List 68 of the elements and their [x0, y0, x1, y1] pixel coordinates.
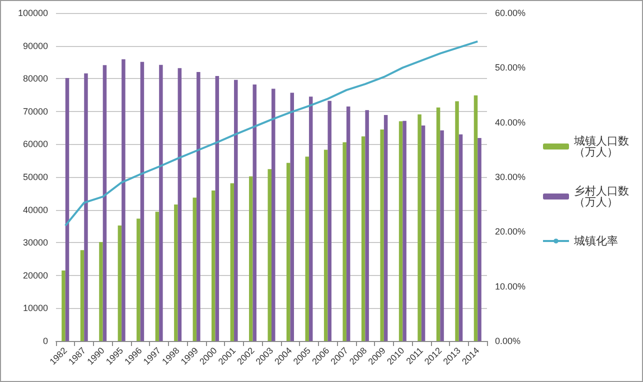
bar — [440, 130, 444, 341]
bar — [380, 129, 384, 341]
legend-label: 城镇化率 — [573, 234, 618, 248]
y-tick-label: 40000 — [22, 204, 48, 215]
y2-tick-label: 50.00% — [495, 62, 526, 73]
y2-tick-label: 0.00% — [495, 336, 521, 346]
bar — [140, 62, 144, 341]
bar — [118, 226, 122, 341]
bar — [178, 68, 182, 341]
bar — [268, 169, 272, 341]
bar — [136, 218, 140, 341]
bar — [122, 59, 126, 341]
bar — [324, 150, 328, 341]
bar — [421, 126, 426, 341]
y2-tick-label: 60.00% — [495, 8, 526, 18]
bar — [230, 183, 234, 341]
bar — [196, 72, 200, 341]
legend-label: 乡村人口数（万人） — [574, 184, 629, 208]
bar — [80, 250, 84, 341]
bar — [290, 92, 294, 341]
bar — [252, 84, 257, 341]
bar — [384, 115, 388, 341]
y-tick-label: 20000 — [22, 270, 48, 280]
bar — [365, 110, 369, 341]
bar — [155, 212, 160, 341]
y2-tick-label: 20.00% — [495, 226, 526, 237]
bar — [249, 176, 253, 341]
bar — [436, 107, 440, 341]
y-tick-label: 10000 — [22, 303, 48, 314]
bar — [402, 120, 406, 341]
y-tick-label: 30000 — [22, 238, 48, 248]
bar — [62, 270, 66, 341]
bar — [102, 65, 107, 341]
y-tick-label: 80000 — [22, 74, 48, 84]
bar — [192, 198, 197, 341]
y2-tick-label: 10.00% — [495, 281, 526, 292]
bar — [458, 134, 463, 341]
y2-tick-label: 30.00% — [495, 172, 526, 182]
bar — [65, 78, 70, 341]
bar — [361, 136, 366, 341]
bar — [174, 204, 178, 341]
bar — [346, 106, 350, 341]
bar — [234, 80, 238, 341]
legend-label: 城镇人口数（万人） — [573, 134, 629, 158]
bar — [212, 190, 216, 341]
bar — [455, 101, 459, 341]
y-tick-label: 60000 — [22, 139, 48, 150]
y2-tick-label: 40.00% — [495, 117, 526, 128]
bar — [308, 96, 313, 341]
bar — [305, 156, 309, 341]
bar — [84, 73, 88, 341]
bar — [418, 114, 422, 341]
bar — [272, 88, 276, 341]
bar — [398, 121, 403, 341]
bar — [99, 242, 103, 341]
y-tick-label: 70000 — [22, 106, 48, 116]
bar — [474, 95, 478, 341]
y-tick-label: 0 — [42, 336, 48, 346]
y-tick-label: 90000 — [22, 40, 48, 51]
bar — [342, 142, 346, 341]
y-tick-label: 50000 — [22, 172, 48, 182]
y-tick-label: 100000 — [18, 8, 48, 18]
bar — [159, 64, 163, 341]
bar — [328, 100, 332, 341]
bar — [286, 162, 290, 341]
line-series — [64, 40, 479, 227]
bar — [478, 138, 482, 341]
bar — [215, 76, 220, 341]
